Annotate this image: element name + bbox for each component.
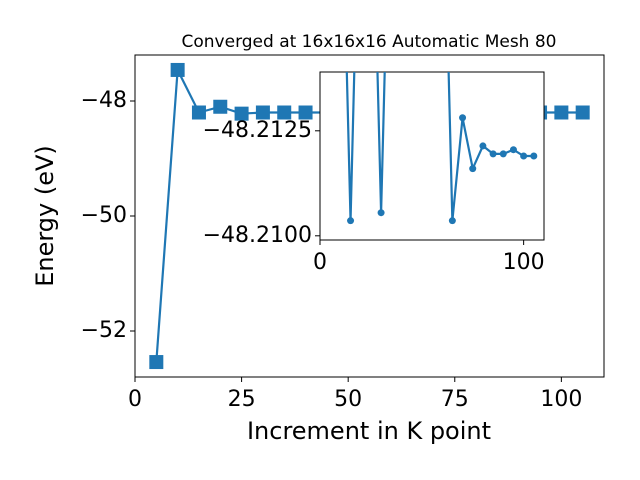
x-tick-label: 0 [313,250,327,275]
marker [170,62,185,77]
x-tick-label: 100 [503,250,545,275]
series-group [345,72,538,225]
x-tick-label: 50 [334,387,362,412]
marker [459,114,467,122]
y-tick-label: −50 [81,203,127,228]
marker [575,105,590,120]
marker [298,105,313,120]
marker [509,146,517,154]
marker [377,209,385,217]
marker [213,99,228,114]
x-tick-label: 25 [228,387,256,412]
y-tick-label: −48 [81,88,127,113]
x-tick-label: 75 [441,387,469,412]
plot-area [319,71,545,241]
x-tick-label: 0 [128,387,142,412]
marker [448,217,456,225]
marker [554,105,569,120]
marker [499,150,507,158]
x-axis-label: Increment in K point [247,417,491,445]
marker [479,142,487,150]
marker [277,105,292,120]
marker [234,106,249,121]
x-tick-label: 100 [540,387,582,412]
y-tick-label: −48.2100 [203,223,312,248]
y-tick-label: −48.2125 [203,118,312,143]
marker [149,355,164,370]
marker [489,150,497,158]
marker [520,152,528,160]
marker [530,152,538,160]
marker [347,217,355,225]
y-axis-label: Energy (eV) [31,145,59,287]
marker [255,105,270,120]
marker [191,105,206,120]
y-tick-label: −52 [81,318,127,343]
marker [469,165,477,173]
chart-title: Converged at 16x16x16 Automatic Mesh 80 [182,32,557,52]
